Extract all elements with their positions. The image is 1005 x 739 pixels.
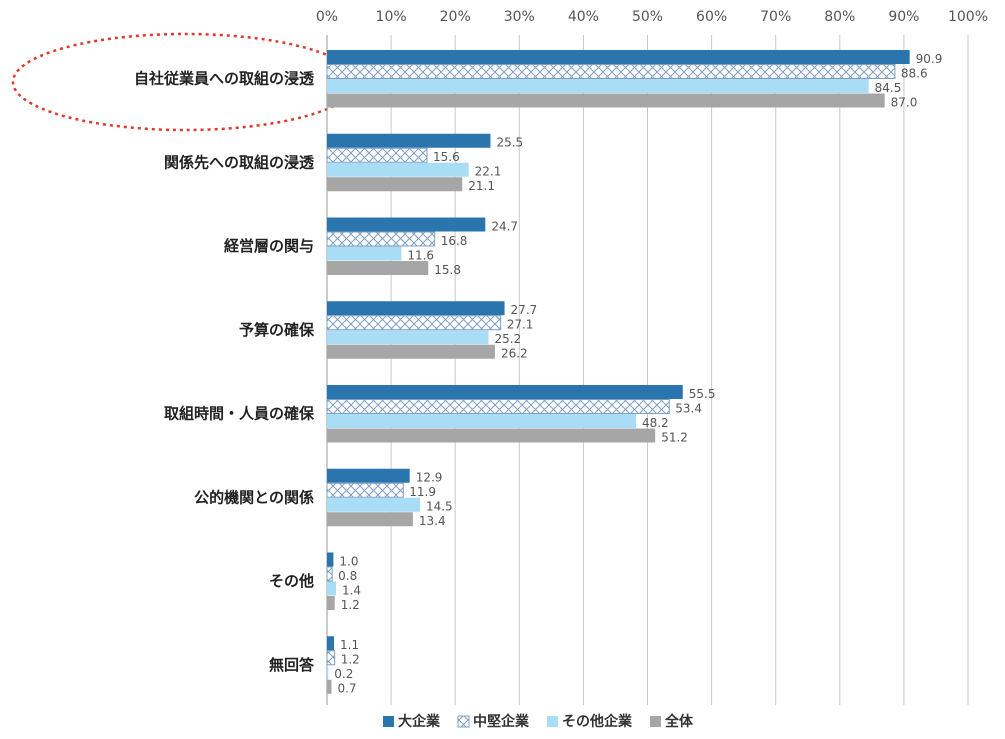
x-tick-label: 80% bbox=[824, 9, 855, 25]
bar bbox=[327, 596, 335, 610]
value-label: 11.6 bbox=[407, 248, 434, 262]
x-tick-label: 20% bbox=[440, 9, 471, 25]
legend-swatch bbox=[547, 716, 558, 727]
value-label: 0.2 bbox=[334, 667, 353, 681]
value-label: 15.8 bbox=[434, 263, 461, 277]
bar bbox=[327, 133, 491, 148]
category-label: 経営層の関与 bbox=[224, 237, 314, 255]
value-label: 21.1 bbox=[468, 179, 495, 193]
value-label: 90.9 bbox=[916, 52, 943, 66]
value-label: 26.2 bbox=[501, 347, 528, 361]
category-label: 予算の確保 bbox=[239, 321, 315, 339]
bar bbox=[327, 246, 402, 261]
x-tick-label: 70% bbox=[760, 9, 791, 25]
bar bbox=[327, 330, 489, 345]
category-label: その他 bbox=[269, 572, 314, 590]
category-label: 取組時間・人員の確保 bbox=[164, 405, 315, 423]
bar bbox=[327, 512, 413, 527]
value-label: 53.4 bbox=[675, 401, 702, 415]
value-label: 13.4 bbox=[419, 514, 446, 528]
value-label: 1.0 bbox=[339, 554, 358, 568]
legend-label: その他企業 bbox=[562, 713, 633, 730]
bar bbox=[327, 93, 885, 108]
bar bbox=[327, 217, 486, 232]
value-label: 55.5 bbox=[689, 387, 716, 401]
legend-label: 大企業 bbox=[398, 713, 441, 730]
value-label: 87.0 bbox=[891, 95, 918, 109]
value-label: 1.2 bbox=[341, 598, 360, 612]
category-label: 関係先への取組の浸透 bbox=[164, 153, 315, 171]
bar bbox=[327, 552, 334, 567]
value-label: 27.1 bbox=[507, 318, 534, 332]
bar bbox=[327, 301, 505, 316]
value-label: 14.5 bbox=[426, 500, 453, 514]
bar bbox=[327, 679, 332, 694]
bar bbox=[327, 385, 683, 399]
value-label: 25.2 bbox=[495, 332, 522, 346]
value-label: 24.7 bbox=[491, 219, 518, 233]
legend-label: 全体 bbox=[664, 713, 694, 730]
legend-label: 中堅企業 bbox=[473, 713, 530, 730]
bar bbox=[326, 482, 404, 498]
value-label: 1.2 bbox=[341, 653, 360, 667]
bar bbox=[327, 414, 636, 428]
bar bbox=[327, 162, 469, 177]
value-label: 1.4 bbox=[342, 583, 361, 597]
bar bbox=[327, 581, 336, 596]
value-label: 27.7 bbox=[511, 303, 538, 317]
bar bbox=[327, 665, 329, 680]
value-label: 84.5 bbox=[875, 81, 902, 95]
bar bbox=[327, 636, 335, 651]
bar bbox=[327, 344, 495, 359]
bar bbox=[326, 315, 502, 331]
category-label: 公的機関との関係 bbox=[194, 488, 314, 506]
value-label: 16.8 bbox=[441, 234, 468, 248]
x-tick-label: 10% bbox=[376, 9, 407, 25]
bar bbox=[326, 399, 670, 414]
value-label: 51.2 bbox=[661, 430, 688, 444]
value-label: 0.8 bbox=[338, 569, 357, 583]
value-label: 48.2 bbox=[642, 416, 669, 430]
value-label: 22.1 bbox=[475, 165, 502, 179]
category-label: 無回答 bbox=[269, 656, 315, 674]
legend-swatch bbox=[650, 716, 661, 727]
value-label: 11.9 bbox=[409, 485, 436, 499]
x-tick-label: 100% bbox=[948, 9, 988, 25]
bar bbox=[326, 147, 428, 163]
value-label: 88.6 bbox=[901, 66, 928, 80]
value-label: 12.9 bbox=[416, 471, 443, 485]
bar bbox=[327, 177, 463, 192]
category-label: 自社従業員への取組の浸透 bbox=[134, 70, 315, 88]
bar bbox=[326, 64, 896, 79]
x-tick-label: 40% bbox=[568, 9, 599, 25]
value-label: 1.1 bbox=[340, 638, 359, 652]
x-tick-label: 50% bbox=[632, 9, 663, 25]
bar bbox=[327, 50, 910, 64]
bar bbox=[327, 79, 869, 93]
bar bbox=[326, 566, 333, 582]
x-tick-label: 0% bbox=[316, 9, 338, 25]
legend-swatch bbox=[383, 716, 394, 727]
bar bbox=[326, 231, 436, 247]
bar bbox=[327, 497, 420, 512]
x-tick-label: 90% bbox=[888, 9, 919, 25]
bar bbox=[327, 261, 429, 275]
bar bbox=[327, 428, 656, 443]
bar bbox=[327, 468, 410, 483]
value-label: 0.7 bbox=[337, 682, 356, 696]
legend-swatch bbox=[457, 715, 470, 728]
x-tick-label: 60% bbox=[696, 9, 727, 25]
x-tick-label: 30% bbox=[504, 9, 535, 25]
value-label: 15.6 bbox=[433, 150, 460, 164]
value-label: 25.5 bbox=[496, 136, 523, 150]
bar bbox=[326, 650, 336, 666]
